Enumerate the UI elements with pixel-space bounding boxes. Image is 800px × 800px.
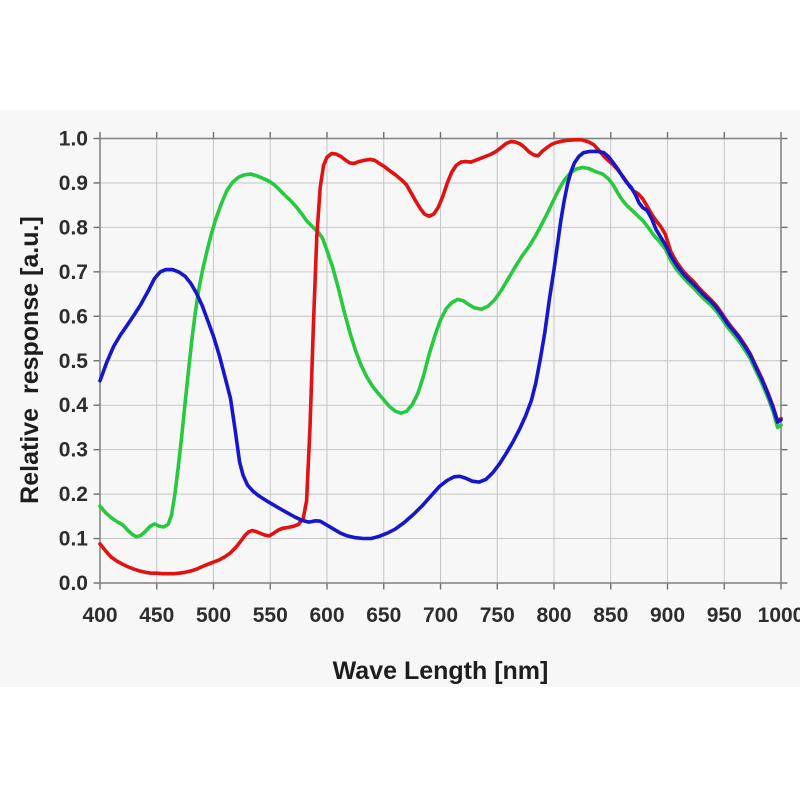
plot-border [99, 137, 782, 584]
y-tick-label: 0.0 [59, 572, 88, 595]
y-tick-label: 0.6 [59, 305, 88, 328]
x-tick-label: 750 [480, 604, 515, 627]
green-channel-series-line [98, 165, 783, 539]
x-tick-label: 1000 [758, 604, 800, 627]
blue-channel-series-line [98, 149, 783, 541]
y-tick-label: 0.5 [59, 350, 89, 373]
y-tick-label: 0.8 [59, 216, 89, 239]
y-tick-label: 0.7 [59, 261, 88, 284]
y-tick-label: 0.4 [59, 394, 89, 417]
x-tick-label: 450 [139, 604, 174, 627]
x-tick-label: 400 [82, 604, 117, 627]
x-tick-label: 900 [650, 604, 685, 627]
x-tick-label: 650 [366, 604, 401, 627]
x-tick-label: 950 [707, 604, 742, 627]
y-tick-label: 0.3 [59, 439, 88, 462]
x-tick-label: 700 [423, 604, 458, 627]
figure-background [0, 110, 800, 687]
red-channel-series-line [98, 138, 783, 576]
x-tick-label: 600 [309, 604, 344, 627]
y-tick-label: 1.0 [59, 128, 88, 151]
x-tick-label: 500 [196, 604, 231, 627]
y-tick-label: 0.2 [59, 483, 88, 506]
y-tick-label: 0.1 [59, 528, 89, 551]
x-tick-label: 800 [536, 604, 571, 627]
x-tick-label: 550 [253, 604, 288, 627]
y-axis-title: Relative response [a.u.] [16, 216, 44, 504]
x-tick-label: 850 [593, 604, 628, 627]
y-tick-label: 0.9 [59, 172, 88, 195]
x-axis-title: Wave Length [nm] [332, 657, 549, 685]
